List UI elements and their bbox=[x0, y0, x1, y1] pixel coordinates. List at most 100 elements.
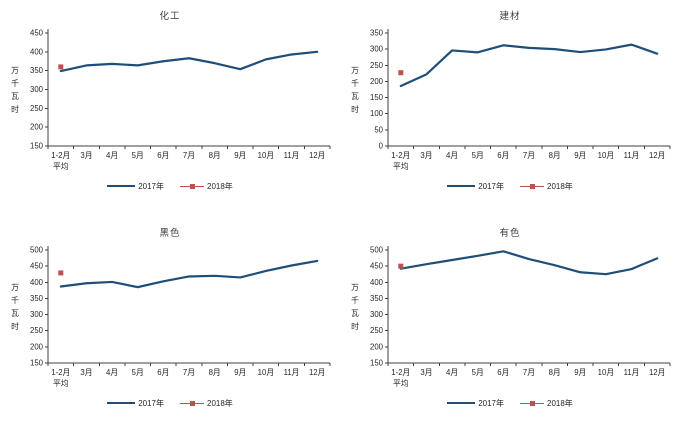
y-tick-label: 100 bbox=[370, 109, 384, 118]
x-tick-label: 5月 bbox=[132, 368, 144, 377]
y-axis-title-char: 时 bbox=[351, 321, 359, 331]
legend-label: 2017年 bbox=[478, 398, 504, 408]
legend-item-2017: 2017年 bbox=[107, 398, 164, 409]
series-2017-line bbox=[399, 43, 659, 88]
x-tick-label: 5月 bbox=[132, 151, 144, 160]
x-tick-label-line2: 平均 bbox=[53, 161, 69, 171]
x-tick-label: 1-2月 bbox=[391, 368, 410, 377]
x-tick-label: 4月 bbox=[106, 151, 118, 160]
x-tick-label: 10月 bbox=[598, 151, 614, 160]
x-tick-label: 11月 bbox=[624, 151, 640, 160]
y-axis-title-char: 千 bbox=[11, 295, 19, 305]
x-tick-label: 12月 bbox=[649, 151, 665, 160]
x-tick-label: 6月 bbox=[157, 151, 169, 160]
x-tick-label: 9月 bbox=[574, 368, 586, 377]
x-tick-label: 11月 bbox=[624, 368, 640, 377]
y-tick-label: 300 bbox=[370, 310, 384, 319]
x-tick-label: 1-2月 bbox=[51, 368, 70, 377]
y-tick-label: 350 bbox=[30, 294, 44, 303]
square-marker-swatch-icon bbox=[520, 400, 544, 407]
line-swatch-icon bbox=[107, 185, 136, 187]
chart-title: 化工 bbox=[159, 11, 181, 22]
y-tick-label: 300 bbox=[30, 310, 44, 319]
series-2018-marker bbox=[58, 270, 64, 276]
y-tick-label: 450 bbox=[30, 262, 44, 271]
legend-item-2018: 2018年 bbox=[180, 181, 233, 192]
y-tick-label: 450 bbox=[370, 262, 384, 271]
y-axis-title-char: 万 bbox=[351, 66, 359, 75]
y-tick-label: 400 bbox=[370, 278, 384, 287]
chart-plot: 350 300 250 200 150 100 50 0 1-2月 3月 4月 5月 6月 7月 8月 9月 1… bbox=[351, 29, 671, 171]
x-tick-label: 3月 bbox=[420, 368, 432, 377]
x-tick-label: 8月 bbox=[209, 368, 221, 377]
x-tick-label: 7月 bbox=[183, 368, 195, 377]
x-tick-label-line2: 平均 bbox=[393, 161, 409, 171]
x-tick-label: 3月 bbox=[420, 151, 432, 160]
series-2018-marker bbox=[58, 64, 64, 70]
chart-huagong: 化工 450 400 350 300 250 200 150 1-2月 3月 4月 5月 6月 7月 8月… bbox=[0, 0, 340, 217]
chart-heise: 黑色 500 450 400 350 300 250 200 150 1-2月 3月 4月 5月 6月 7… bbox=[0, 217, 340, 434]
y-tick-label: 0 bbox=[379, 142, 384, 151]
y-tick-label: 250 bbox=[370, 61, 384, 70]
legend-item-2017: 2017年 bbox=[107, 181, 164, 192]
x-tick-label: 3月 bbox=[80, 368, 92, 377]
x-tick-label-line2: 平均 bbox=[393, 378, 409, 388]
x-tick-label: 5月 bbox=[472, 368, 484, 377]
square-marker-swatch-icon bbox=[180, 183, 204, 190]
x-tick-label: 1-2月 bbox=[51, 151, 70, 160]
x-tick-label: 7月 bbox=[523, 151, 535, 160]
legend-item-2018: 2018年 bbox=[520, 398, 573, 409]
chart-legend: 2017年 2018年 bbox=[340, 179, 680, 193]
series-2017-line bbox=[59, 259, 319, 289]
legend-item-2017: 2017年 bbox=[447, 398, 504, 409]
y-tick-label: 200 bbox=[30, 123, 44, 132]
y-tick-label: 250 bbox=[30, 326, 44, 335]
series-2018-marker bbox=[398, 70, 404, 76]
x-tick-label: 11月 bbox=[284, 151, 300, 160]
x-tick-label: 6月 bbox=[157, 368, 169, 377]
x-tick-label: 5月 bbox=[472, 151, 484, 160]
line-swatch-icon bbox=[447, 185, 476, 187]
x-tick-label: 3月 bbox=[80, 151, 92, 160]
x-tick-label: 8月 bbox=[549, 368, 561, 377]
x-tick-label: 12月 bbox=[309, 151, 325, 160]
square-marker-swatch-icon bbox=[520, 183, 544, 190]
chart-jiancai: 建材 350 300 250 200 150 100 50 0 1-2月 3月 4月 5月 6月 7月 8月… bbox=[340, 0, 680, 217]
y-axis-title-char: 万 bbox=[11, 66, 19, 75]
y-tick-label: 400 bbox=[30, 278, 44, 287]
y-axis-title-char: 瓦 bbox=[351, 92, 359, 101]
legend-label: 2017年 bbox=[138, 398, 164, 408]
y-tick-label: 200 bbox=[30, 342, 44, 351]
legend-label: 2018年 bbox=[547, 398, 573, 408]
y-tick-label: 400 bbox=[30, 47, 44, 56]
y-axis-title-char: 千 bbox=[11, 78, 19, 88]
y-tick-label: 300 bbox=[30, 85, 44, 94]
chart-title: 有色 bbox=[499, 228, 521, 239]
x-tick-label: 4月 bbox=[106, 368, 118, 377]
x-tick-label: 8月 bbox=[549, 151, 561, 160]
y-axis-title-char: 瓦 bbox=[11, 309, 19, 318]
series-2018-marker bbox=[398, 263, 404, 269]
y-axis-title-char: 万 bbox=[351, 283, 359, 292]
y-tick-label: 250 bbox=[370, 326, 384, 335]
x-tick-label: 10月 bbox=[258, 368, 274, 377]
line-swatch-icon bbox=[107, 402, 136, 404]
y-axis-title-char: 瓦 bbox=[11, 92, 19, 101]
x-tick-label: 9月 bbox=[574, 151, 586, 160]
y-tick-label: 250 bbox=[30, 104, 44, 113]
x-tick-label: 4月 bbox=[446, 151, 458, 160]
line-swatch-icon bbox=[447, 402, 476, 404]
x-tick-label: 8月 bbox=[209, 151, 221, 160]
x-tick-label: 7月 bbox=[523, 368, 535, 377]
series-2017-line bbox=[59, 50, 319, 73]
y-tick-label: 150 bbox=[370, 93, 384, 102]
x-tick-label: 6月 bbox=[497, 151, 509, 160]
y-tick-label: 150 bbox=[30, 359, 44, 368]
y-axis-title-char: 千 bbox=[351, 295, 359, 305]
legend-item-2018: 2018年 bbox=[180, 398, 233, 409]
chart-title: 建材 bbox=[499, 11, 521, 22]
x-tick-label: 12月 bbox=[309, 368, 325, 377]
x-tick-label: 10月 bbox=[258, 151, 274, 160]
x-tick-label: 4月 bbox=[446, 368, 458, 377]
